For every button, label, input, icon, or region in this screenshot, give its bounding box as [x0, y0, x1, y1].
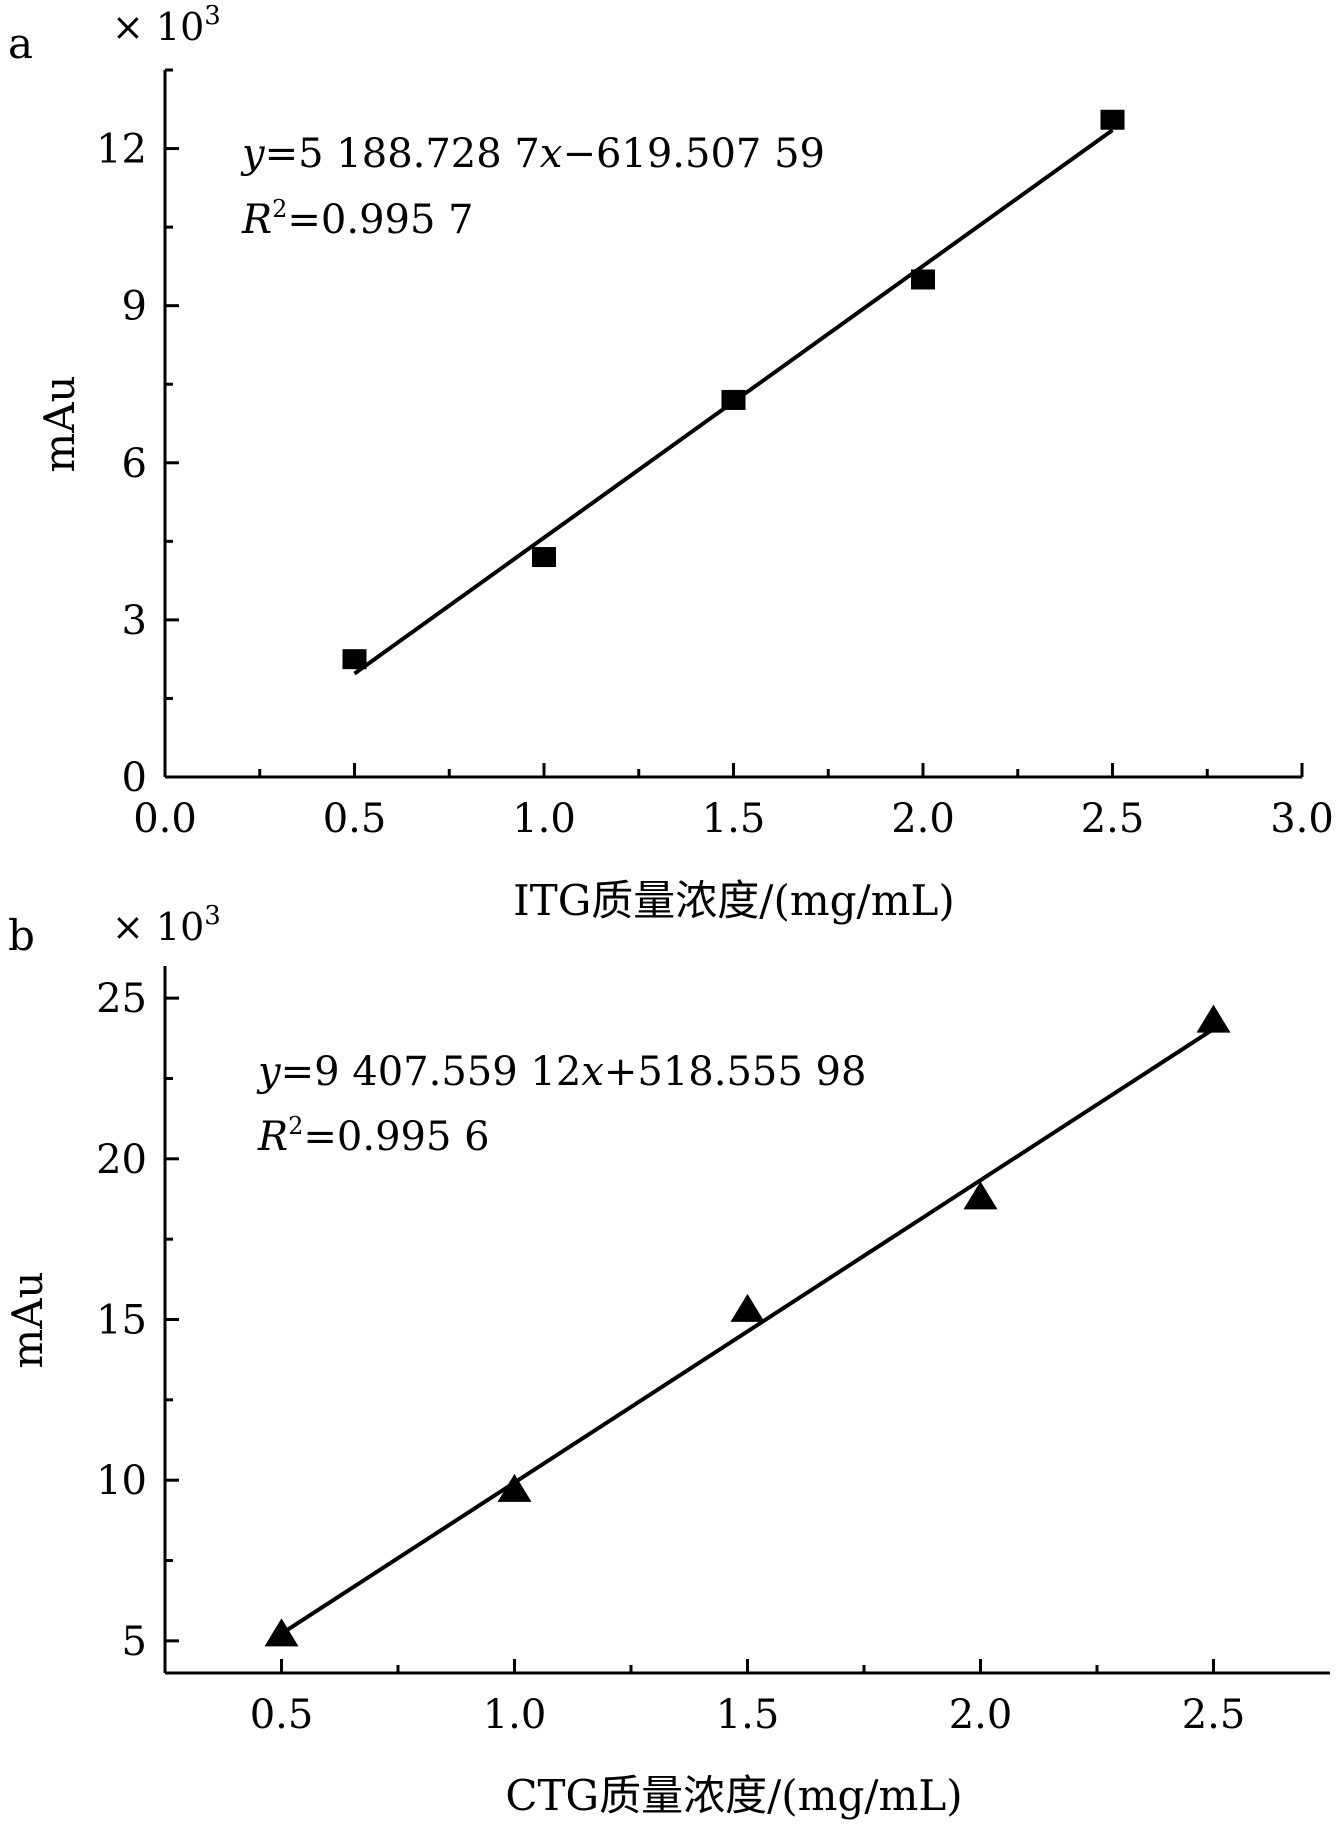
- panel-a-eq-rhs2: −619.507 59: [562, 131, 825, 177]
- panel-b-xtick-label: 2.0: [949, 1692, 1013, 1738]
- panel-a-xtick-label: 1.0: [512, 796, 576, 842]
- panel-a-r2-value: =0.995 7: [287, 197, 473, 243]
- panel-a-multiplier: × 103: [112, 1, 221, 49]
- panel-a-ytick-label: 0: [122, 755, 147, 801]
- panel-b-fit-line: [280, 1027, 1215, 1636]
- panel-a-plot: 0.0 0.5 1.0 1.5 2.0 2.5 3.0 0 3 6 9 12: [96, 68, 1334, 842]
- panel-a-data-point: [721, 389, 746, 410]
- panel-b-multiplier: × 103: [112, 901, 221, 949]
- panel-b-xlabel: CTG质量浓度/(mg/mL): [505, 1771, 962, 1820]
- panel-a-eq-x: x: [540, 131, 563, 177]
- panel-a-xtick-label: 1.5: [702, 796, 766, 842]
- panel-b-r2-exp: 2: [288, 1112, 303, 1140]
- panel-b-ylabel: mAu: [3, 1271, 52, 1368]
- panel-a-r2-exp: 2: [272, 195, 287, 223]
- panel-b-ytick-label: 15: [96, 1298, 147, 1344]
- panel-b-data-point: [1196, 1004, 1231, 1033]
- panel-a-data-point: [532, 547, 556, 568]
- panel-a-multiplier-exp: 3: [204, 1, 221, 31]
- panel-b-xtick-label: 1.0: [483, 1692, 547, 1738]
- panel-b-xtick-label: 2.5: [1182, 1692, 1246, 1738]
- panel-a-label: a: [8, 19, 33, 68]
- panel-a-xtick-label: 2.0: [891, 796, 955, 842]
- panel-b-xtick-label: 1.5: [716, 1692, 780, 1738]
- panel-a-xtick-label: 0.0: [133, 796, 197, 842]
- panel-a-xtick-label: 2.5: [1081, 796, 1145, 842]
- panel-a-data-point: [1100, 109, 1125, 130]
- panel-a-r2: R2=0.995 7: [241, 195, 474, 243]
- panel-b-data-point: [497, 1473, 532, 1502]
- panel-b-eq-y: y: [256, 1049, 282, 1095]
- panel-a-ytick-label: 12: [96, 127, 147, 173]
- panel-b-eq-x: x: [581, 1049, 604, 1095]
- panel-b-label: b: [8, 911, 35, 960]
- panel-b-ytick-label: 5: [122, 1619, 147, 1665]
- panel-a-data-point: [342, 649, 367, 670]
- panel-a-data-point: [911, 269, 935, 290]
- panel-b-eq-rhs1: =9 407.559 12: [281, 1049, 582, 1095]
- panel-a-eq-rhs1: =5 188.728 7: [265, 131, 540, 177]
- panel-b-ytick-label: 25: [96, 976, 147, 1022]
- panel-a-ytick-label: 3: [122, 598, 147, 644]
- panel-b-r2-r: R: [257, 1114, 288, 1160]
- panel-a-xlabel: ITG质量浓度/(mg/mL): [513, 876, 955, 925]
- panel-b-xtick-label: 0.5: [250, 1692, 314, 1738]
- panel-b-data-point: [264, 1618, 299, 1647]
- panel-b: b × 103 y=9 407.559 12x+518.555 98 R2=0.…: [3, 901, 1330, 1820]
- panel-b-data-point: [730, 1293, 765, 1322]
- panel-a-eq-y: y: [240, 131, 266, 177]
- panel-b-r2-value: =0.995 6: [303, 1114, 489, 1160]
- panel-b-multiplier-exp: 3: [204, 901, 221, 931]
- panel-a-xtick-label: 0.5: [323, 796, 387, 842]
- panel-b-ytick-label: 20: [96, 1137, 147, 1183]
- panel-a-r2-r: R: [241, 197, 272, 243]
- panel-a-ylabel: mAu: [35, 375, 84, 472]
- panel-a-equation: y=5 188.728 7x−619.507 59: [240, 131, 825, 177]
- panel-a-ytick-label: 9: [122, 284, 147, 330]
- panel-a-multiplier-base: × 10: [112, 5, 204, 49]
- panel-b-r2: R2=0.995 6: [257, 1112, 490, 1160]
- panel-b-data-point: [963, 1181, 998, 1210]
- panel-b-multiplier-base: × 10: [112, 905, 204, 949]
- panel-b-ytick-label: 10: [96, 1458, 147, 1504]
- panel-b-plot: 0.5 1.0 1.5 2.0 2.5 5 10 15 20 25: [96, 966, 1330, 1738]
- panel-a: a × 103 y=5 188.728 7x−619.507 59 R2=0.9…: [8, 1, 1334, 925]
- panel-a-xtick-label: 3.0: [1270, 796, 1334, 842]
- panel-a-ytick-label: 6: [122, 441, 147, 487]
- panel-b-equation: y=9 407.559 12x+518.555 98: [256, 1049, 866, 1095]
- panel-b-eq-rhs2: +518.555 98: [604, 1049, 867, 1095]
